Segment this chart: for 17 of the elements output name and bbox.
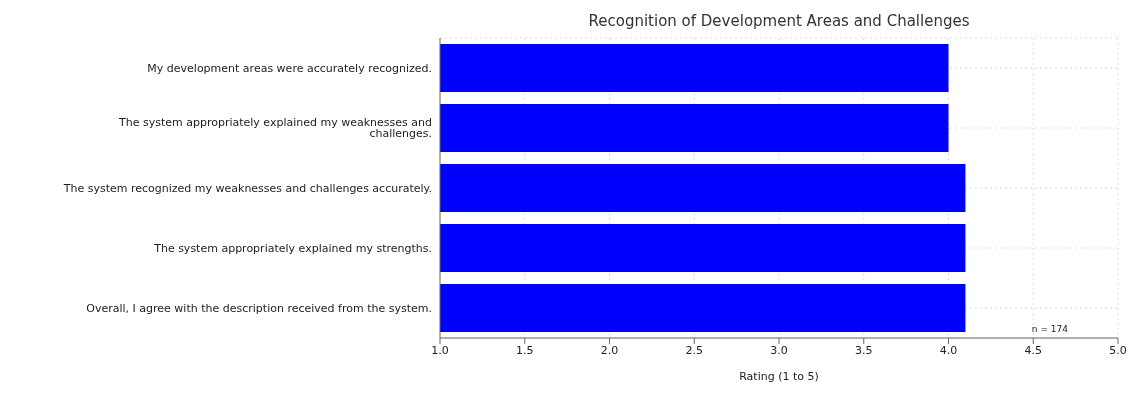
y-tick-label: Overall, I agree with the description received from the system. [86, 301, 432, 315]
x-tick-label: 3.5 [855, 343, 873, 357]
x-tick-label: 1.5 [516, 343, 534, 357]
x-axis-title: Rating (1 to 5) [739, 370, 819, 383]
x-tick-label: 3.0 [770, 343, 788, 357]
y-tick-label: The system appropriately explained my strengths. [153, 241, 432, 255]
x-tick-label: 4.5 [1024, 343, 1042, 357]
y-tick-label: The system recognized my weaknesses and challenges accurately. [62, 181, 432, 195]
x-tick-label: 5.0 [1109, 343, 1127, 357]
y-tick-label: My development areas were accurately recognized. [147, 61, 432, 75]
annotation: n = 174 [1031, 324, 1068, 334]
x-tick-label: 2.0 [600, 343, 619, 357]
x-tick-label: 2.5 [685, 343, 703, 357]
y-tick-label: The system appropriately explained my weaknesses and challenges. [117, 116, 432, 141]
x-tick-label: 4.0 [939, 343, 958, 357]
chart-title: Recognition of Development Areas and Challenges [587, 12, 971, 30]
x-tick-label: 1.0 [431, 343, 449, 357]
